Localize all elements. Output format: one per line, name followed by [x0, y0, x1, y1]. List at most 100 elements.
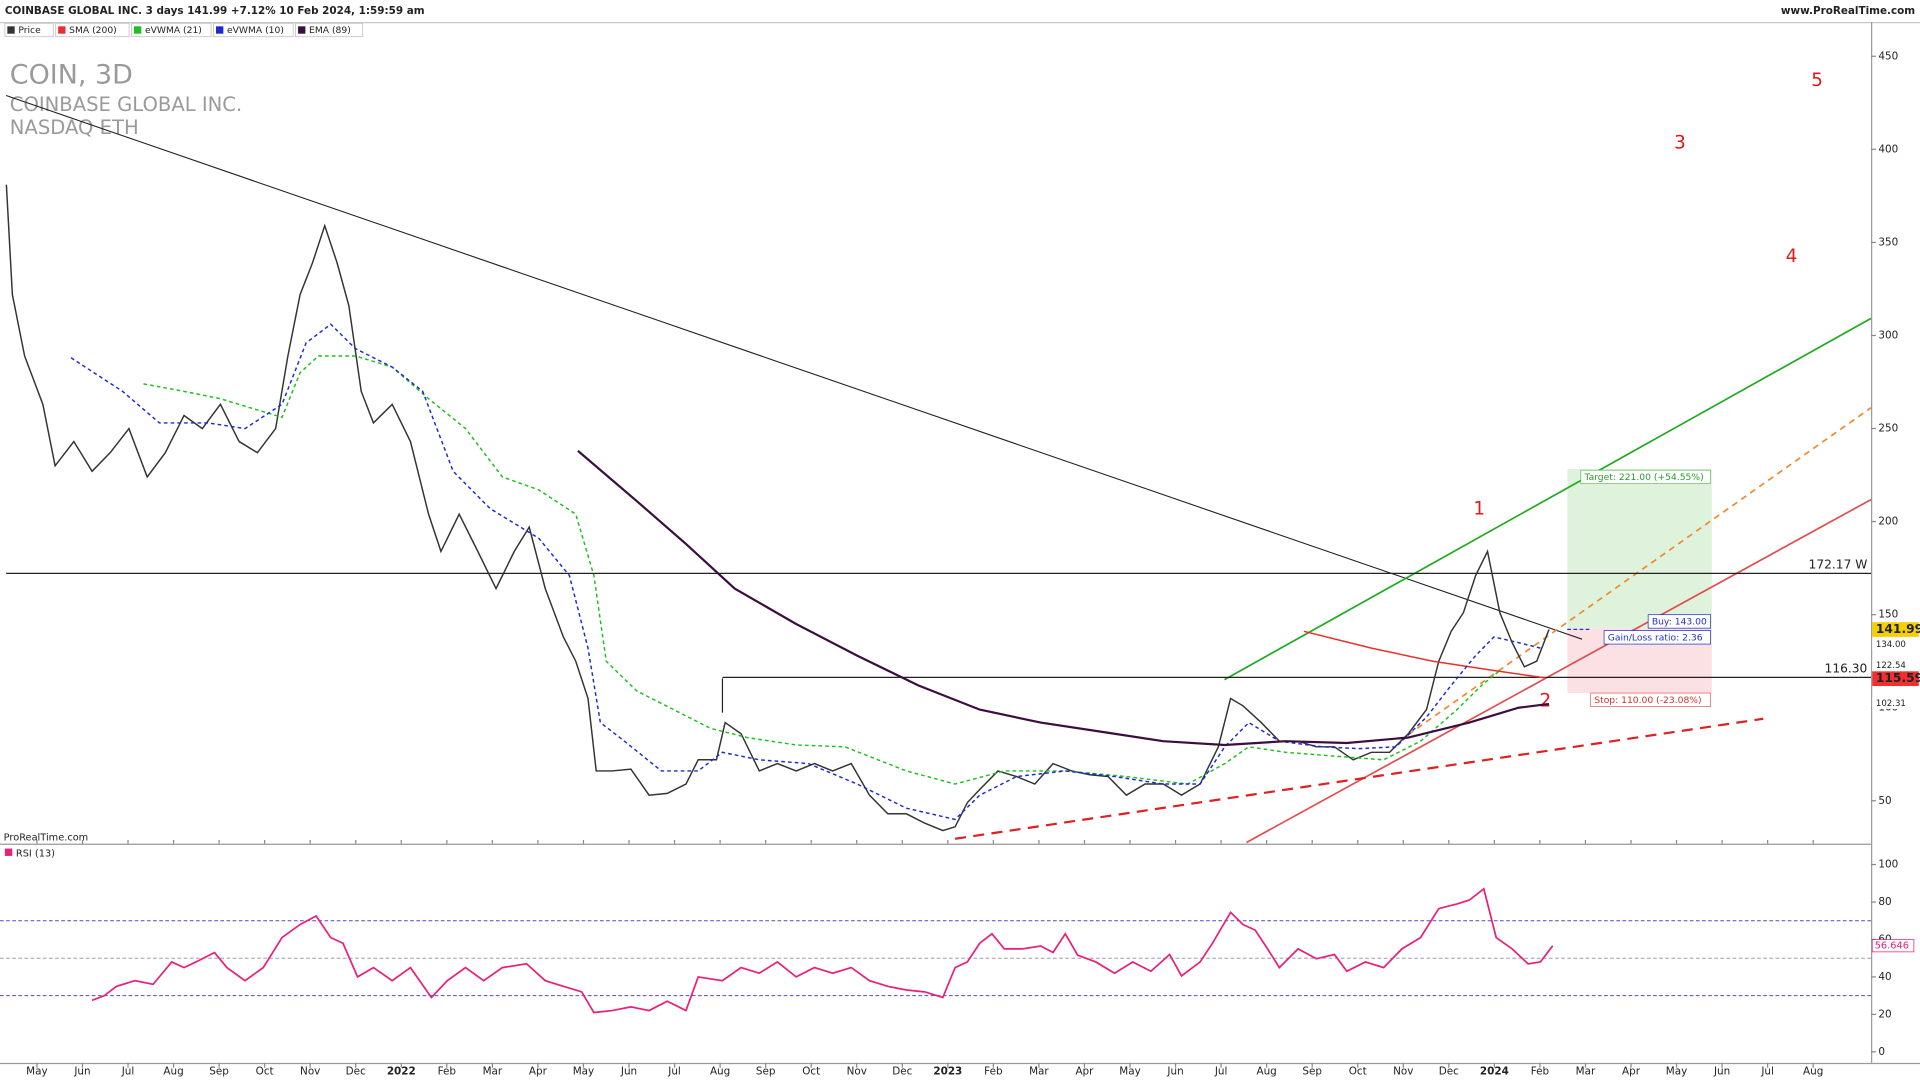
x-tick-label: Aug — [1256, 1065, 1276, 1077]
x-tick-label: May — [1666, 1065, 1687, 1077]
x-tick-label: Feb — [1531, 1065, 1550, 1077]
watermark-name: COINBASE GLOBAL INC. — [10, 93, 242, 116]
x-tick-label: Jun — [1166, 1065, 1183, 1077]
x-tick-label: Jul — [1760, 1065, 1774, 1077]
y-tick-label: 0 — [1878, 1046, 1885, 1058]
y-tick-label: 400 — [1878, 143, 1898, 155]
x-tick-label: Aug — [163, 1065, 183, 1077]
target-box — [1580, 469, 1711, 485]
legend-swatch — [133, 26, 142, 34]
plot-layer: May Jun Jul Aug Sep Oct Nov Dec 2022 Feb Mar Apr May… — [0, 22, 1920, 1077]
x-tick-label: Jul — [121, 1065, 135, 1077]
y-tick-label: 200 — [1878, 516, 1898, 528]
x-tick-label: Oct — [802, 1065, 820, 1077]
x-tick-label: Dec — [346, 1065, 366, 1077]
watermark-exchange: NASDAQ ETH — [10, 116, 139, 139]
price-marker — [1872, 697, 1919, 709]
legend-swatch — [58, 26, 66, 34]
x-tick-label: Apr — [1075, 1065, 1094, 1077]
y-tick-label: 150 — [1878, 609, 1898, 621]
price-marker-label: 102.31 — [1876, 699, 1906, 709]
legend-swatch — [7, 26, 15, 34]
rsi-marker-label: 56.646 — [1875, 941, 1909, 952]
x-tick-label: Nov — [1393, 1065, 1413, 1077]
legend-box — [4, 22, 54, 38]
x-tick-label: Jun — [73, 1065, 90, 1077]
x-tick-label: Aug — [710, 1065, 730, 1077]
rsi-marker — [1871, 939, 1915, 953]
y-tick-label: 450 — [1878, 50, 1898, 62]
price-marker-label: 134.00 — [1876, 640, 1906, 650]
price-marker-label: 122.54 — [1876, 661, 1906, 671]
red-trendline — [1246, 498, 1872, 844]
x-tick-label: Jul — [667, 1065, 681, 1077]
x-tick-label: Apr — [1622, 1065, 1641, 1077]
series-line — [70, 323, 1541, 821]
wave-label: 5 — [1811, 70, 1823, 91]
wave-label: 3 — [1674, 132, 1686, 153]
price-marker — [1872, 660, 1919, 672]
legend-label: EMA (89) — [309, 25, 351, 36]
y-tick-label: 80 — [1878, 896, 1891, 908]
legend-box — [131, 22, 212, 38]
price-marker — [1872, 671, 1919, 687]
y-tick-label: 250 — [1878, 423, 1898, 435]
header-title: COINBASE GLOBAL INC. 3 days 141.99 +7.12… — [5, 5, 425, 17]
rsi-legend-swatch — [4, 848, 13, 856]
x-tick-label: Oct — [1349, 1065, 1367, 1077]
watermark-symbol: COIN, 3D — [10, 59, 133, 90]
series-line — [5, 184, 1550, 832]
x-tick-label: Nov — [300, 1065, 320, 1077]
legend-label: eVWMA (21) — [145, 25, 202, 36]
credit: ProRealTime.com — [4, 833, 89, 844]
x-tick-label: Aug — [1803, 1065, 1823, 1077]
x-tick-label: 2024 — [1480, 1065, 1509, 1077]
legend-label: eVWMA (10) — [227, 25, 284, 36]
stop-label: Stop: 110.00 (-23.08%) — [1594, 695, 1701, 706]
legend-box — [295, 22, 364, 38]
wave-label: 2 — [1539, 691, 1551, 712]
wave-label: 4 — [1786, 246, 1798, 267]
y-tick-label: 20 — [1878, 1008, 1891, 1020]
x-tick-label: May — [26, 1065, 47, 1077]
level-label: 116.30 — [1825, 661, 1868, 675]
x-tick-label: Feb — [438, 1065, 457, 1077]
legend-swatch — [298, 26, 306, 34]
x-tick-label: Dec — [892, 1065, 912, 1077]
x-tick-label: Dec — [1439, 1065, 1459, 1077]
x-tick-label: 2022 — [387, 1065, 416, 1077]
x-tick-label: Feb — [984, 1065, 1003, 1077]
legend-box — [213, 22, 294, 38]
rsi-legend-label: RSI (13) — [16, 848, 55, 859]
legend-label: Price — [18, 25, 41, 36]
x-tick-label: Mar — [1029, 1065, 1049, 1077]
x-tick-label: Nov — [847, 1065, 867, 1077]
y-tick-label: 40 — [1878, 971, 1891, 983]
ratio-box — [1603, 630, 1711, 645]
x-tick-label: Mar — [1576, 1065, 1596, 1077]
ratio-label: Gain/Loss ratio: 2.36 — [1608, 632, 1703, 643]
price-marker-label: 115.59 — [1876, 671, 1920, 685]
header-site: www.ProRealTime.com — [1781, 5, 1915, 17]
x-tick-label: Sep — [209, 1065, 229, 1077]
legend-label: SMA (200) — [69, 25, 117, 36]
y-tick-label: 50 — [1878, 795, 1891, 807]
target-zone — [1567, 468, 1712, 629]
series-line — [1303, 630, 1546, 679]
x-tick-label: 2023 — [933, 1065, 962, 1077]
trendline-down — [5, 94, 1583, 640]
y-tick-label: 350 — [1878, 236, 1898, 248]
legend-box — [55, 22, 130, 38]
channel-line — [1224, 317, 1872, 681]
series-line — [143, 355, 1501, 785]
level-label: 172.17 W — [1809, 557, 1868, 571]
wave-label: 1 — [1473, 498, 1485, 519]
x-tick-label: Jun — [1713, 1065, 1730, 1077]
x-tick-label: Jul — [1214, 1065, 1228, 1077]
x-tick-label: Sep — [1302, 1065, 1322, 1077]
price-marker-label: 141.99 — [1876, 622, 1920, 636]
stop-box — [1590, 692, 1711, 707]
x-tick-label: Oct — [256, 1065, 274, 1077]
